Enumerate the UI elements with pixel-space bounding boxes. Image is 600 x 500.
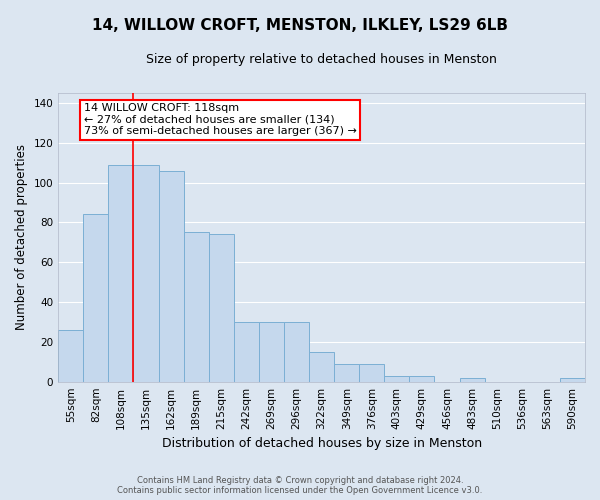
Bar bbox=[409, 376, 434, 382]
Text: 14 WILLOW CROFT: 118sqm
← 27% of detached houses are smaller (134)
73% of semi-d: 14 WILLOW CROFT: 118sqm ← 27% of detache… bbox=[84, 103, 356, 136]
Text: 14, WILLOW CROFT, MENSTON, ILKLEY, LS29 6LB: 14, WILLOW CROFT, MENSTON, ILKLEY, LS29 … bbox=[92, 18, 508, 32]
Bar bbox=[259, 322, 284, 382]
X-axis label: Distribution of detached houses by size in Menston: Distribution of detached houses by size … bbox=[161, 437, 482, 450]
Bar bbox=[133, 164, 158, 382]
Bar bbox=[184, 232, 209, 382]
Bar bbox=[309, 352, 334, 382]
Title: Size of property relative to detached houses in Menston: Size of property relative to detached ho… bbox=[146, 52, 497, 66]
Bar bbox=[334, 364, 359, 382]
Bar bbox=[83, 214, 109, 382]
Bar bbox=[460, 378, 485, 382]
Bar bbox=[58, 330, 83, 382]
Text: Contains HM Land Registry data © Crown copyright and database right 2024.
Contai: Contains HM Land Registry data © Crown c… bbox=[118, 476, 482, 495]
Y-axis label: Number of detached properties: Number of detached properties bbox=[15, 144, 28, 330]
Bar bbox=[109, 164, 133, 382]
Bar bbox=[234, 322, 259, 382]
Bar bbox=[560, 378, 585, 382]
Bar bbox=[284, 322, 309, 382]
Bar bbox=[385, 376, 409, 382]
Bar bbox=[158, 170, 184, 382]
Bar bbox=[359, 364, 385, 382]
Bar bbox=[209, 234, 234, 382]
